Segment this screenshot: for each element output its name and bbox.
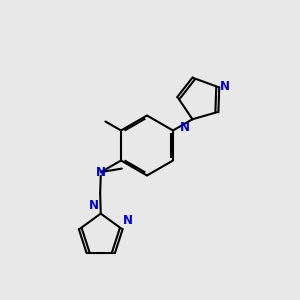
Text: N: N (180, 121, 190, 134)
Text: N: N (96, 166, 106, 179)
Text: N: N (123, 214, 133, 227)
Text: N: N (220, 80, 230, 93)
Text: N: N (89, 199, 99, 212)
